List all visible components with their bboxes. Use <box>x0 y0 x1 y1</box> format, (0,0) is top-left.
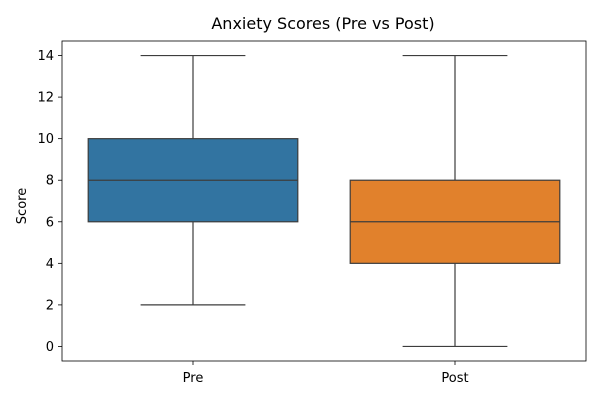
x-tick-label: Post <box>441 371 468 386</box>
y-tick-label: 10 <box>37 132 54 147</box>
y-tick-label: 12 <box>37 91 54 106</box>
plot-area-frame <box>61 40 587 362</box>
y-tick-label: 2 <box>46 298 54 313</box>
box-pre <box>87 54 299 306</box>
y-tick-label: 14 <box>37 49 54 64</box>
y-tick-label: 8 <box>46 174 54 189</box>
y-tick-label: 0 <box>46 340 54 355</box>
boxes-layer <box>87 54 561 348</box>
y-tick-label: 6 <box>46 215 54 230</box>
chart-title: Anxiety Scores (Pre vs Post) <box>211 14 434 33</box>
x-axis: Pre Post <box>183 361 469 386</box>
y-axis: 0 2 4 6 8 10 12 14 <box>37 49 62 355</box>
x-tick-label: Pre <box>183 371 204 386</box>
y-tick-label: 4 <box>46 257 54 272</box>
box-post <box>349 54 561 348</box>
y-axis-label: Score <box>15 188 30 224</box>
